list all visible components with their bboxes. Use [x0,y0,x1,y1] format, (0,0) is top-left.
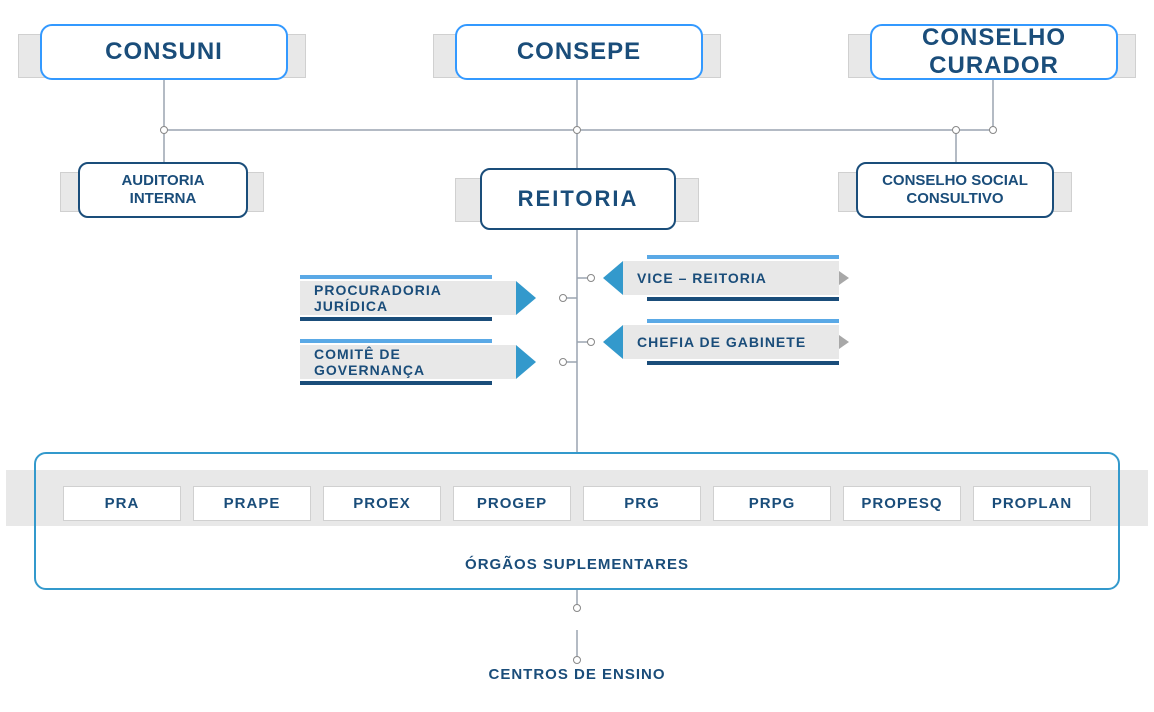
proplan-label: PROPLAN [992,495,1072,512]
proex-box: PROEX [323,486,441,521]
chevron-left-icon [603,261,623,295]
chevron-left-icon [603,325,623,359]
centros-label-box: CENTROS DE ENSINO [400,666,754,683]
auditoria-label: AUDITORIA INTERNA [121,172,204,208]
dot-reit-left2 [559,358,567,366]
vice-label: VICE – REITORIA [637,270,767,286]
dot-reit-right2 [587,338,595,346]
proplan-box: PROPLAN [973,486,1091,521]
propesq-label: PROPESQ [861,495,942,512]
dot-social [952,126,960,134]
dot-reit-left1 [559,294,567,302]
consuni-box: CONSUNI [40,24,288,80]
vice-arrow: VICE – REITORIA [603,261,839,295]
auditoria-box: AUDITORIA INTERNA [78,162,248,218]
dot-reit-right1 [587,274,595,282]
chefia-arrow: CHEFIA DE GABINETE [603,325,839,359]
org-chart-root: CONSUNI CONSEPE CONSELHO CURADOR AUDITOR… [0,0,1154,712]
conselho-social-box: CONSELHO SOCIAL CONSULTIVO [856,162,1054,218]
reitoria-box: REITORIA [480,168,676,230]
prg-label: PRG [624,495,660,512]
chevron-right-icon [516,281,536,315]
orgaos-label: ÓRGÃOS SUPLEMENTARES [465,556,689,573]
dot-orgaos [573,604,581,612]
chevron-right-icon [516,345,536,379]
progep-box: PROGEP [453,486,571,521]
prape-label: PRAPE [224,495,281,512]
proex-label: PROEX [353,495,411,512]
comite-arrow: COMITÊ DE GOVERNANÇA [300,345,536,379]
comite-label: COMITÊ DE GOVERNANÇA [314,346,502,378]
vice-label-box: VICE – REITORIA [623,261,839,295]
centros-label: CENTROS DE ENSINO [488,666,665,683]
consepe-label: CONSEPE [517,38,641,66]
dot-consuni [160,126,168,134]
chefia-label: CHEFIA DE GABINETE [637,334,806,350]
prg-box: PRG [583,486,701,521]
orgaos-label-box: ÓRGÃOS SUPLEMENTARES [400,556,754,573]
comite-label-box: COMITÊ DE GOVERNANÇA [300,345,516,379]
conselho-social-label: CONSELHO SOCIAL CONSULTIVO [882,172,1028,208]
procuradoria-label-box: PROCURADORIA JURÍDICA [300,281,516,315]
procuradoria-arrow: PROCURADORIA JURÍDICA [300,281,536,315]
curador-box: CONSELHO CURADOR [870,24,1118,80]
prape-box: PRAPE [193,486,311,521]
pra-label: PRA [105,495,140,512]
reitoria-label: REITORIA [518,186,639,212]
prpg-box: PRPG [713,486,831,521]
prpg-label: PRPG [749,495,796,512]
dot-centros [573,656,581,664]
chefia-label-box: CHEFIA DE GABINETE [623,325,839,359]
pra-box: PRA [63,486,181,521]
consepe-box: CONSEPE [455,24,703,80]
progep-label: PROGEP [477,495,547,512]
curador-label: CONSELHO CURADOR [872,24,1116,80]
procuradoria-label: PROCURADORIA JURÍDICA [314,282,502,314]
consuni-label: CONSUNI [105,38,223,66]
propesq-box: PROPESQ [843,486,961,521]
dot-curador [989,126,997,134]
dot-consepe [573,126,581,134]
